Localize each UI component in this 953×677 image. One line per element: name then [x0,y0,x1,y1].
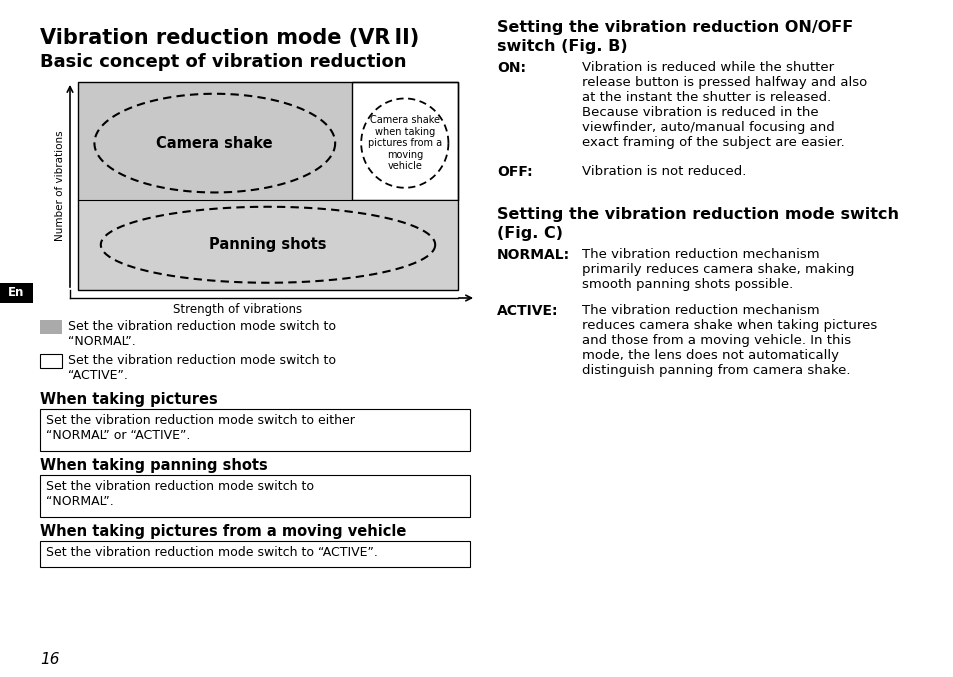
Text: Set the vibration reduction mode switch to
“NORMAL”.: Set the vibration reduction mode switch … [68,320,335,348]
Bar [78,200,457,290]
Text: En: En [8,286,24,299]
Text: (Fig. C): (Fig. C) [497,226,562,241]
Text: 16: 16 [40,652,59,667]
Bar [78,82,457,290]
Text: NORMAL:: NORMAL: [497,248,570,262]
Text: The vibration reduction mechanism
primarily reduces camera shake, making
smooth : The vibration reduction mechanism primar… [581,248,854,291]
Text: Strength of vibrations: Strength of vibrations [172,303,302,316]
Text: Basic concept of vibration reduction: Basic concept of vibration reduction [40,53,406,71]
Bar [0,283,33,303]
Text: Vibration is reduced while the shutter
release button is pressed halfway and als: Vibration is reduced while the shutter r… [581,61,866,149]
Text: When taking pictures: When taking pictures [40,392,217,407]
Text: Set the vibration reduction mode switch to “ACTIVE”.: Set the vibration reduction mode switch … [46,546,377,559]
Text: Panning shots: Panning shots [209,237,327,253]
Bar [352,82,457,200]
Text: The vibration reduction mechanism
reduces camera shake when taking pictures
and : The vibration reduction mechanism reduce… [581,304,877,377]
Bar [40,475,470,517]
Text: Camera shake
when taking
pictures from a
moving
vehicle: Camera shake when taking pictures from a… [367,115,441,171]
Bar [40,541,470,567]
Text: Number of vibrations: Number of vibrations [55,131,65,241]
Text: Camera shake: Camera shake [156,135,273,150]
Text: Set the vibration reduction mode switch to
“NORMAL”.: Set the vibration reduction mode switch … [46,480,314,508]
Text: Vibration is not reduced.: Vibration is not reduced. [581,165,745,178]
Bar [40,320,62,334]
Bar [40,354,62,368]
Text: Vibration reduction mode (VR II): Vibration reduction mode (VR II) [40,28,418,48]
Text: When taking panning shots: When taking panning shots [40,458,268,473]
Text: Set the vibration reduction mode switch to either
“NORMAL” or “ACTIVE”.: Set the vibration reduction mode switch … [46,414,355,442]
Bar [40,409,470,451]
Text: switch (Fig. B): switch (Fig. B) [497,39,627,54]
Text: ON:: ON: [497,61,525,75]
Text: Set the vibration reduction mode switch to
“ACTIVE”.: Set the vibration reduction mode switch … [68,354,335,382]
Text: When taking pictures from a moving vehicle: When taking pictures from a moving vehic… [40,524,406,539]
Bar [78,82,352,200]
Text: Setting the vibration reduction mode switch: Setting the vibration reduction mode swi… [497,207,898,222]
Text: Setting the vibration reduction ON/OFF: Setting the vibration reduction ON/OFF [497,20,852,35]
Text: OFF:: OFF: [497,165,532,179]
Text: ACTIVE:: ACTIVE: [497,304,558,318]
